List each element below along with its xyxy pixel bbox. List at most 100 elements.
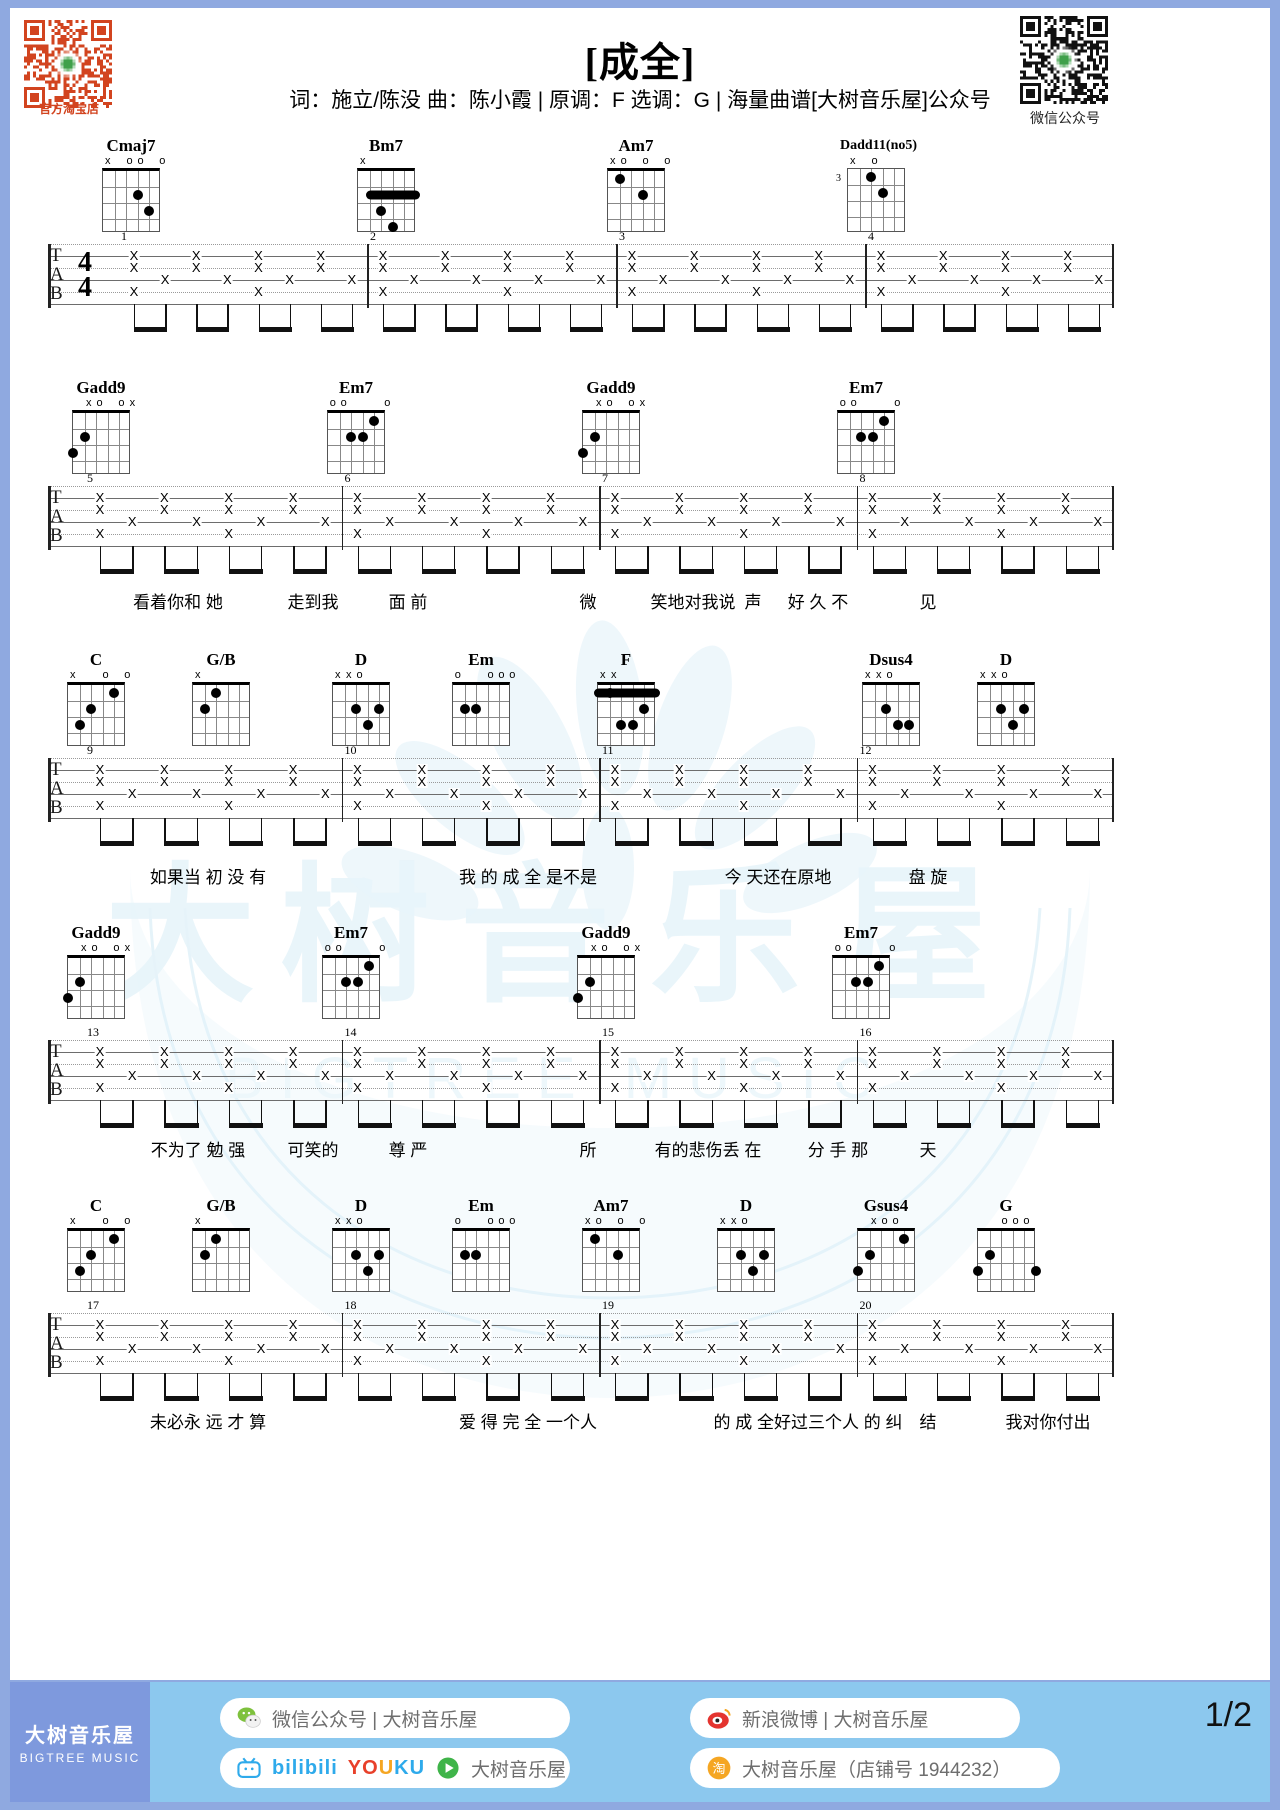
tab-note-x: X xyxy=(1060,1329,1071,1344)
note-beam xyxy=(936,1396,972,1401)
taobao-qr-caption: 官方淘宝店 xyxy=(38,102,99,116)
note-beam xyxy=(1065,569,1100,574)
tab-note-x: X xyxy=(315,260,327,275)
badge-wechat[interactable]: 微信公众号 | 大树音乐屋 xyxy=(220,1698,570,1738)
note-stem xyxy=(228,818,231,844)
measure-number: 9 xyxy=(87,743,93,757)
tab-note-x: X xyxy=(94,798,106,813)
tab-note-x: X xyxy=(1060,762,1071,777)
chord-fretboard: 3 xyxy=(836,168,905,232)
measure-number: 2 xyxy=(370,229,376,243)
tab-note-x: X xyxy=(738,774,750,789)
tab-note-x: X xyxy=(416,1329,428,1344)
measure-number: 13 xyxy=(87,1025,99,1039)
badge-weibo[interactable]: 新浪微博 | 大树音乐屋 xyxy=(690,1698,1020,1738)
note-stem xyxy=(165,304,167,330)
chord-diagram-em7: Em7 o o o xyxy=(825,923,897,1019)
tab-note-x: X xyxy=(834,1068,846,1083)
chord-fretboard xyxy=(594,682,660,746)
barline xyxy=(341,758,344,822)
note-beam xyxy=(1065,1123,1100,1128)
finger-dot xyxy=(74,1266,85,1276)
tab-note-x: X xyxy=(287,490,299,505)
note-stem xyxy=(872,1100,874,1126)
lyric-segment: 不为了 勉 强 xyxy=(150,1141,246,1160)
chord-name: F xyxy=(620,650,632,669)
wechat-qr-code[interactable] xyxy=(1020,16,1108,104)
taobao-icon: 淘 xyxy=(707,1756,731,1780)
tab-note-x: X xyxy=(609,762,621,777)
note-beam xyxy=(743,841,778,846)
tab-note-x: X xyxy=(995,762,1007,777)
chord-name: D xyxy=(739,1196,753,1215)
note-stem xyxy=(1065,818,1068,844)
bilibili-wordmark: bilibili xyxy=(272,1756,338,1779)
chord-name: C xyxy=(89,650,103,669)
note-stem xyxy=(164,546,166,572)
note-stem xyxy=(1067,304,1070,330)
note-stem xyxy=(325,1100,327,1126)
tab-note-x: X xyxy=(223,490,235,505)
tab-note-x: X xyxy=(834,1341,846,1356)
measure-number: 18 xyxy=(344,1298,357,1312)
badge-video[interactable]: bilibili YOUKU 大树音乐屋 xyxy=(220,1748,570,1788)
note-beam xyxy=(486,1396,521,1401)
note-stem xyxy=(1097,1100,1100,1126)
tab-note-x: X xyxy=(377,284,389,299)
tab-clef-a: A xyxy=(50,1060,64,1081)
note-stem xyxy=(582,818,585,844)
tab-note-x: X xyxy=(253,284,264,299)
tab-note-x: X xyxy=(159,1044,170,1059)
tab-note-x: X xyxy=(94,774,106,789)
note-stem xyxy=(325,546,327,572)
finger-dot xyxy=(346,432,357,442)
youku-wordmark: YOUKU xyxy=(347,1756,426,1779)
note-stem xyxy=(936,1373,939,1399)
finger-dot xyxy=(899,1234,910,1244)
note-beam xyxy=(164,1123,199,1128)
chord-name: G/B xyxy=(206,650,236,669)
note-stem xyxy=(974,304,976,330)
finger-dot xyxy=(612,1250,623,1260)
note-beam xyxy=(258,327,292,332)
measure-number: 3 xyxy=(619,229,625,243)
finger-dot xyxy=(376,206,387,216)
note-beam xyxy=(486,841,521,846)
finger-dot xyxy=(86,704,97,714)
barline xyxy=(599,486,601,550)
tab-note-x: X xyxy=(906,272,918,287)
tab-note-x: X xyxy=(867,1353,878,1368)
note-stem xyxy=(1097,546,1100,572)
youku-play-icon xyxy=(437,1757,459,1779)
tab-note-x: X xyxy=(480,1317,492,1332)
note-stem xyxy=(881,304,883,330)
tab-clef-t: T xyxy=(50,759,62,780)
tab-note-x: X xyxy=(223,1080,235,1095)
tab-note-x: X xyxy=(577,514,589,529)
note-beam xyxy=(486,569,521,574)
tab-note-x: X xyxy=(352,1080,363,1095)
tab-note-x: X xyxy=(159,762,170,777)
tab-note-x: X xyxy=(126,1341,138,1356)
chord-fretboard xyxy=(102,168,160,232)
tab-note-x: X xyxy=(751,284,762,299)
note-stem xyxy=(615,1100,617,1126)
taobao-qr-code[interactable] xyxy=(24,20,112,108)
tab-note-x: X xyxy=(416,490,428,505)
note-stem xyxy=(421,1100,424,1126)
chord-fretboard xyxy=(832,955,890,1019)
chord-diagram-gadd9: Gadd9 x o o x xyxy=(65,378,137,474)
badge-taobao[interactable]: 淘 大树音乐屋（店铺号 1944232） xyxy=(690,1748,1060,1788)
note-stem xyxy=(679,546,681,572)
tab-note-x: X xyxy=(223,762,235,777)
tab-note-x: X xyxy=(1060,502,1071,517)
tab-note-x: X xyxy=(416,1044,428,1059)
chord-name: Em7 xyxy=(849,378,883,397)
tab-note-x: X xyxy=(480,526,492,541)
tab-note-x: X xyxy=(159,272,171,287)
time-sig-top: 4 xyxy=(78,247,92,278)
note-beam xyxy=(550,1396,585,1401)
note-stem xyxy=(421,546,424,572)
